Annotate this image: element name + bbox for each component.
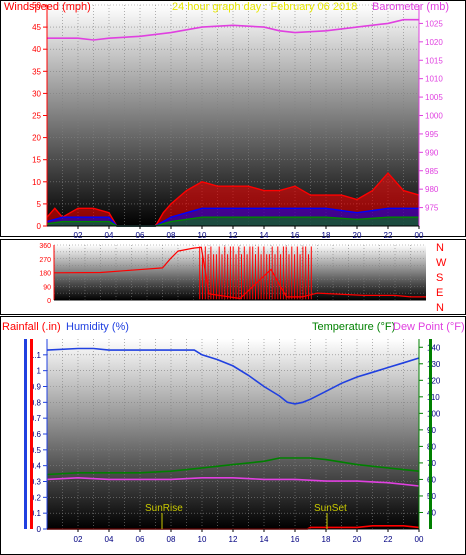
sunset-label: SunSet — [314, 503, 347, 514]
humidity-y-tick-label: 0.8 — [30, 398, 42, 407]
direction-letter-n-bottom: N — [436, 302, 444, 314]
direction-y-tick-label: 90 — [43, 284, 51, 291]
rainfall-axis-label: Rainfall (.in) — [2, 321, 61, 333]
dewpoint-line — [46, 476, 420, 487]
temperature-axis-bar — [429, 339, 432, 529]
wind-y-tick-label: 30 — [32, 89, 41, 98]
wind-direction-spikes — [199, 246, 312, 300]
wind-x-tick-label: 06 — [136, 231, 145, 240]
wind-y-tick-label: 20 — [32, 134, 41, 143]
barometer-y-tick-label: 980 — [425, 185, 439, 194]
humidity-line — [46, 347, 420, 405]
wind-y-tick-label: 40 — [32, 45, 41, 54]
rainfall-line — [47, 525, 420, 530]
humidity-x-tick-label: 06 — [136, 535, 145, 544]
wind-y-tick-label: 25 — [32, 112, 41, 121]
humidity-y-tick-label: 0.1 — [30, 509, 42, 518]
direction-letter-w: W — [436, 257, 447, 269]
rainfall-axis-bar — [30, 339, 33, 529]
wind-gust-line — [46, 171, 420, 227]
sunrise-label: SunRise — [145, 503, 183, 514]
graph-title: 24 hour graph day : February 06 2018 — [172, 1, 357, 13]
wind-x-tick-label: 18 — [322, 231, 331, 240]
direction-y-tick-label: 0 — [47, 298, 51, 305]
wind-y-tick-label: 50 — [32, 1, 41, 10]
direction-y-tick-label: 360 — [39, 243, 51, 250]
humidity-x-tick-label: 08 — [167, 535, 176, 544]
direction-y-tick-label: 270 — [39, 257, 51, 264]
barometer-y-tick-label: 985 — [425, 167, 439, 176]
humidity-y-tick-label: 0.6 — [30, 430, 42, 439]
barometer-y-tick-label: 1020 — [425, 38, 443, 47]
humidity-x-tick-label: 12 — [229, 535, 238, 544]
wind-x-tick-label: 04 — [105, 231, 114, 240]
wind-x-tick-label: 22 — [384, 231, 393, 240]
barometer-y-tick-label: 975 — [425, 204, 439, 213]
wind-y-tick-label: 45 — [32, 23, 41, 32]
wind-lull-line — [46, 216, 419, 227]
humidity-x-tick-label: 22 — [384, 535, 393, 544]
humidity-axis-bar — [24, 339, 27, 529]
wind-x-tick-label: 00 — [415, 231, 424, 240]
wind-x-tick-label: 10 — [198, 231, 207, 240]
temperature-line — [46, 457, 420, 476]
temperature-y-tick-label: 130 — [427, 360, 441, 369]
barometer-y-tick-label: 1005 — [425, 93, 443, 102]
dewpoint-axis-label: Dew Point (°F) — [393, 321, 465, 333]
direction-letter-e: E — [436, 287, 443, 299]
humidity-y-tick-label: 0.4 — [30, 462, 42, 471]
direction-letter-s: S — [436, 272, 443, 284]
humidity-axis-label: Humidity (%) — [66, 321, 129, 333]
humidity-x-tick-label: 10 — [198, 535, 207, 544]
humidity-y-tick-label: 0.3 — [30, 478, 42, 487]
direction-y-tick-label: 180 — [39, 271, 51, 278]
humidity-x-tick-label: 18 — [322, 535, 331, 544]
wind-average-line — [46, 207, 419, 227]
barometer-line — [47, 18, 419, 41]
humidity-x-tick-label: 20 — [353, 535, 362, 544]
humidity-y-tick-label: 0.5 — [30, 446, 42, 455]
barometer-y-tick-label: 995 — [425, 130, 439, 139]
wind-y-tick-label: 15 — [32, 156, 41, 165]
wind-y-tick-label: 35 — [32, 67, 41, 76]
humidity-y-tick-label: 0 — [37, 525, 42, 534]
barometer-y-tick-label: 990 — [425, 148, 439, 157]
wind-x-tick-label: 20 — [353, 231, 362, 240]
barometer-y-tick-label: 1000 — [425, 112, 443, 121]
wind-y-tick-label: 5 — [37, 200, 42, 209]
humidity-x-tick-label: 00 — [415, 535, 424, 544]
humidity-y-tick-label: 0.9 — [30, 383, 42, 392]
humidity-y-tick-label: 0.2 — [30, 493, 42, 502]
humidity-x-tick-label: 02 — [74, 535, 83, 544]
direction-letter-n-top: N — [436, 242, 444, 254]
wind-x-tick-label: 08 — [167, 231, 176, 240]
windspeed-axis-label: Windspeed (mph) — [4, 1, 91, 13]
wind-x-tick-label: 16 — [291, 231, 300, 240]
temperature-axis-label: Temperature (°F) — [312, 321, 395, 333]
wind-direction-line — [53, 246, 426, 300]
wind-x-tick-label: 14 — [260, 231, 269, 240]
temperature-y-tick-label: 120 — [427, 376, 441, 385]
barometer-axis-label: Barometer (mb) — [372, 1, 449, 13]
wind-x-tick-label: 02 — [74, 231, 83, 240]
temperature-y-tick-label: 140 — [427, 343, 441, 352]
wind-y-tick-label: 0 — [37, 222, 42, 231]
wind-x-tick-label: 12 — [229, 231, 238, 240]
humidity-x-tick-label: 04 — [105, 535, 114, 544]
barometer-y-tick-label: 1025 — [425, 19, 443, 28]
temperature-y-tick-label: 100 — [427, 409, 441, 418]
humidity-y-tick-label: 0.7 — [30, 414, 42, 423]
wind-lull-line-fill — [47, 217, 419, 226]
temperature-y-tick-label: 110 — [427, 393, 440, 402]
humidity-y-tick-label: 1 — [37, 367, 42, 376]
barometer-y-tick-label: 1010 — [425, 75, 443, 84]
humidity-x-tick-label: 16 — [291, 535, 300, 544]
humidity-y-tick-label: 1.1 — [30, 351, 42, 360]
wind-y-tick-label: 10 — [32, 178, 41, 187]
humidity-x-tick-label: 14 — [260, 535, 269, 544]
barometer-y-tick-label: 1015 — [425, 56, 443, 65]
